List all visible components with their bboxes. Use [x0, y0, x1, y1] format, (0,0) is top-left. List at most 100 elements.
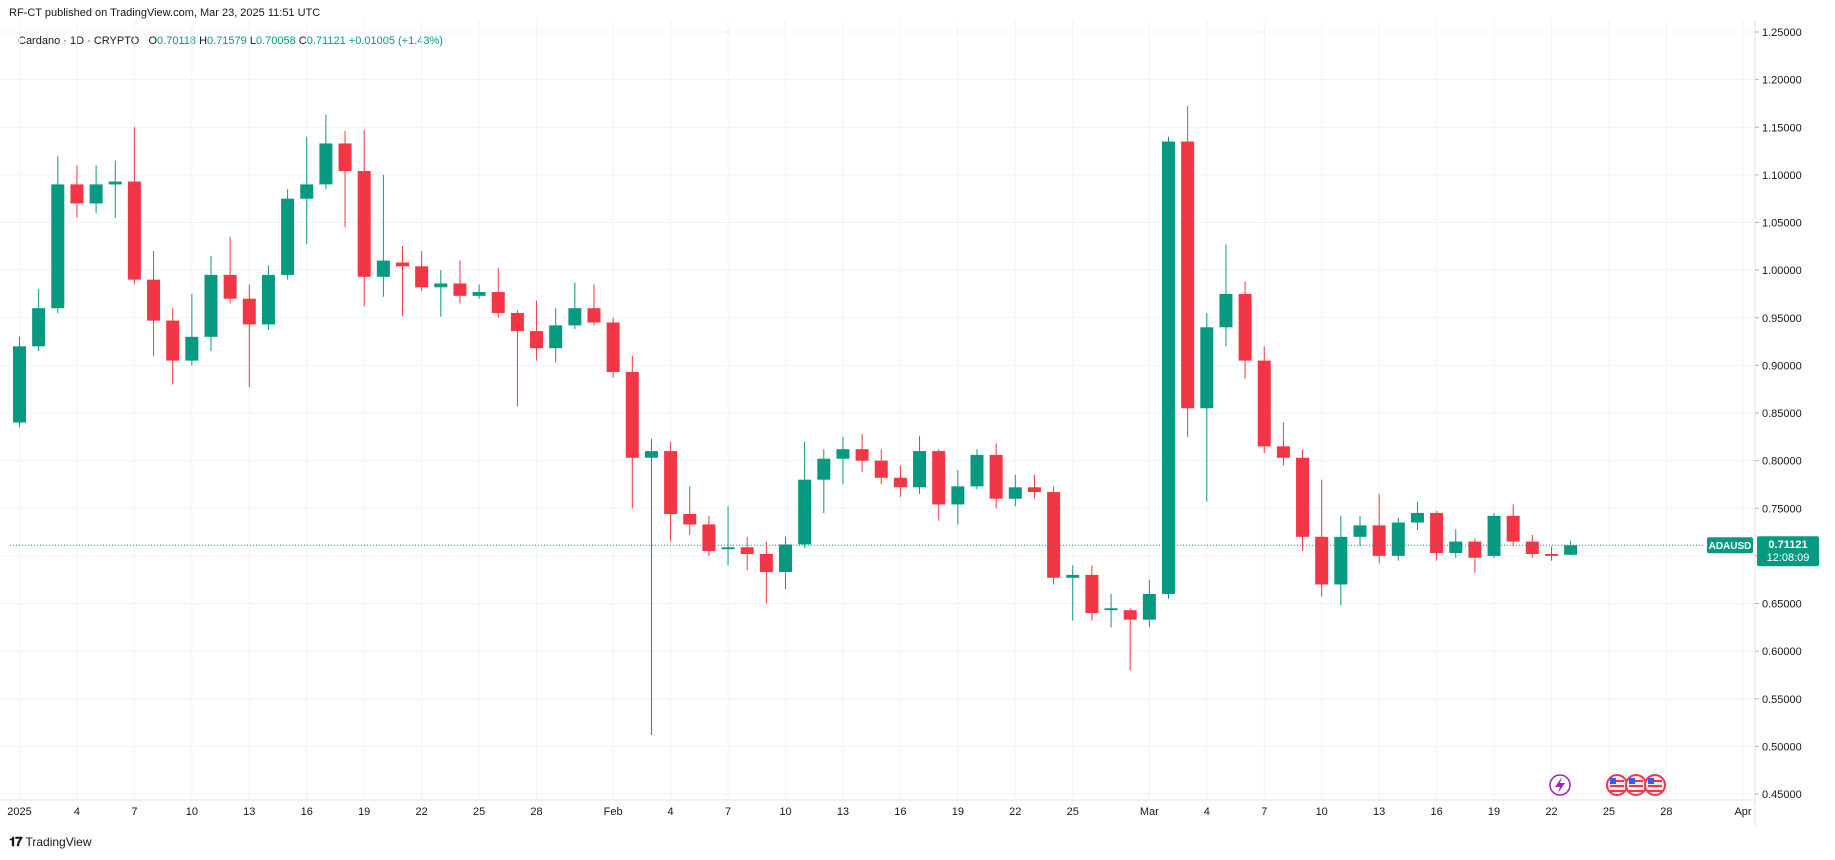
- candle-up[interactable]: [376, 174, 390, 297]
- candle-body: [644, 451, 658, 458]
- candle-down[interactable]: [510, 310, 524, 407]
- candle-up[interactable]: [1487, 513, 1501, 558]
- candle-up[interactable]: [1142, 579, 1156, 628]
- candle-down[interactable]: [415, 251, 429, 292]
- candle-up[interactable]: [1410, 501, 1424, 531]
- candle-down[interactable]: [396, 246, 409, 316]
- candle-down[interactable]: [1506, 504, 1520, 547]
- candle-up[interactable]: [1449, 529, 1463, 558]
- price-tick-label: 0.45000: [1762, 789, 1802, 801]
- candle-down[interactable]: [1027, 474, 1041, 499]
- candle-down[interactable]: [147, 251, 161, 356]
- us-flag-event-icon[interactable]: [1606, 774, 1628, 796]
- candle-down[interactable]: [1545, 546, 1558, 561]
- candle-up[interactable]: [319, 114, 333, 190]
- candle-body: [32, 308, 46, 347]
- candle-down[interactable]: [1238, 281, 1252, 379]
- candle-up[interactable]: [434, 270, 448, 317]
- candle-down[interactable]: [740, 536, 754, 571]
- candle-down[interactable]: [166, 308, 180, 385]
- lightning-event-icon[interactable]: [1549, 774, 1571, 796]
- candle-down[interactable]: [530, 300, 544, 361]
- candle-down[interactable]: [625, 355, 639, 509]
- candle-up[interactable]: [51, 155, 65, 313]
- candle-body: [1027, 487, 1041, 493]
- candle-up[interactable]: [1104, 593, 1118, 628]
- candle-up[interactable]: [281, 189, 295, 280]
- candle-down[interactable]: [1276, 422, 1290, 466]
- candle-up[interactable]: [1334, 515, 1348, 606]
- candle-down[interactable]: [1315, 479, 1329, 597]
- candle-up[interactable]: [970, 449, 984, 490]
- candle-body: [510, 312, 524, 332]
- candle-down[interactable]: [893, 465, 907, 497]
- candle-down[interactable]: [491, 268, 505, 318]
- candle-down[interactable]: [1085, 565, 1099, 621]
- candle-up[interactable]: [261, 265, 275, 331]
- candle-down[interactable]: [932, 449, 946, 521]
- candle-down[interactable]: [70, 165, 84, 218]
- candle-up[interactable]: [798, 441, 812, 549]
- candle-up[interactable]: [568, 282, 582, 330]
- candle-body: [338, 143, 352, 172]
- candle-up[interactable]: [185, 293, 199, 366]
- candle-down[interactable]: [357, 130, 371, 307]
- candle-down[interactable]: [1047, 486, 1061, 585]
- candle-up[interactable]: [204, 255, 218, 352]
- candle-up[interactable]: [300, 136, 314, 245]
- candle-up[interactable]: [1564, 540, 1578, 556]
- legend-symbol[interactable]: Cardano: [18, 35, 61, 47]
- candle-down[interactable]: [223, 236, 237, 304]
- time-tick-label: 4: [74, 806, 80, 818]
- candle-down[interactable]: [587, 284, 601, 326]
- candle-up[interactable]: [1066, 565, 1080, 621]
- candle-up[interactable]: [836, 436, 850, 485]
- candle-up[interactable]: [721, 506, 735, 566]
- candle-down[interactable]: [664, 441, 678, 542]
- event-markers[interactable]: [1549, 774, 1666, 796]
- us-flag-event-icon[interactable]: [1625, 774, 1647, 796]
- candle-down[interactable]: [1372, 493, 1386, 564]
- candle-down[interactable]: [683, 486, 697, 535]
- candle-up[interactable]: [549, 308, 563, 363]
- candle-up[interactable]: [644, 438, 658, 735]
- candle-up[interactable]: [472, 284, 486, 299]
- candle-up[interactable]: [89, 165, 103, 213]
- price-tick-label: 1.15000: [1762, 122, 1802, 134]
- candle-up[interactable]: [1008, 474, 1022, 507]
- candle-down[interactable]: [1257, 346, 1271, 454]
- candle-up[interactable]: [108, 160, 122, 218]
- candle-down[interactable]: [1430, 511, 1444, 561]
- candle-down[interactable]: [1123, 608, 1137, 671]
- candle-down[interactable]: [874, 449, 888, 485]
- candle-down[interactable]: [702, 515, 716, 556]
- candle-up[interactable]: [1219, 244, 1233, 347]
- candle-down[interactable]: [1296, 449, 1310, 552]
- candle-up[interactable]: [13, 336, 26, 428]
- candle-up[interactable]: [779, 536, 792, 590]
- time-axis[interactable]: 2025 4 7 10 13 16 19 22 25 28 Feb 4 7 10 13 16 19 22 25 Mar…: [7, 806, 1752, 818]
- candle-down[interactable]: [127, 127, 141, 285]
- candle-down[interactable]: [759, 541, 773, 604]
- candle-up[interactable]: [1162, 136, 1175, 599]
- candle-up[interactable]: [1353, 515, 1367, 547]
- candle-up[interactable]: [1391, 517, 1405, 561]
- candle-down[interactable]: [1468, 538, 1482, 574]
- price-axis[interactable]: 0.450000.500000.550000.600000.650000.700…: [1755, 27, 1802, 801]
- tradingview-brand[interactable]: 𝟏𝟕 TradingView: [9, 834, 92, 850]
- candle-down[interactable]: [1181, 106, 1195, 437]
- candle-up[interactable]: [913, 435, 927, 494]
- candle-down[interactable]: [453, 260, 467, 304]
- candle-up[interactable]: [951, 470, 965, 525]
- candle-down[interactable]: [338, 131, 352, 228]
- candle-down[interactable]: [989, 443, 1003, 509]
- candle-up[interactable]: [32, 289, 46, 352]
- us-flag-event-icon[interactable]: [1644, 774, 1666, 796]
- candle-down[interactable]: [1525, 534, 1539, 558]
- candle-up[interactable]: [817, 449, 831, 514]
- candle-down[interactable]: [242, 284, 256, 388]
- candle-down[interactable]: [855, 433, 869, 473]
- candle-down[interactable]: [606, 317, 620, 378]
- candle-up[interactable]: [1200, 312, 1214, 502]
